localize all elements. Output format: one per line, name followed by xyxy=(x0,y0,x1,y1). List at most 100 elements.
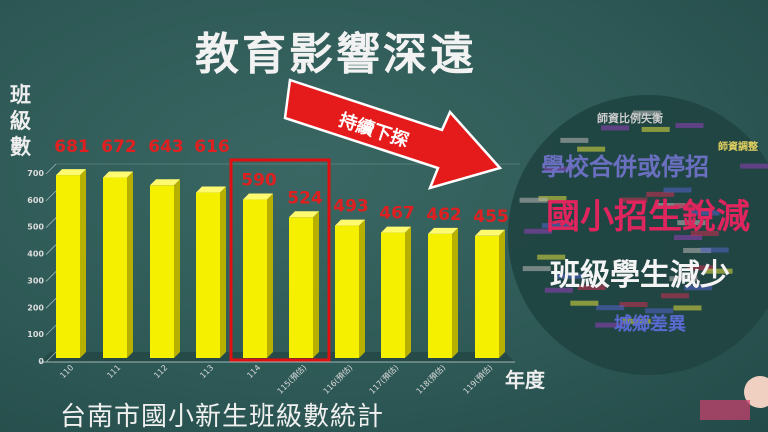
wordcloud-minor-word xyxy=(673,305,702,311)
y-tick-label: 700 xyxy=(27,169,44,178)
wordcloud-minor-word xyxy=(674,203,703,209)
bar-top xyxy=(475,229,505,236)
y-axis-label: 班級數 xyxy=(10,83,31,159)
y-tick-label: 0 xyxy=(38,357,44,366)
wordcloud-minor-word xyxy=(595,322,624,328)
bar-side xyxy=(174,179,180,358)
bar xyxy=(150,185,174,358)
wordcloud-minor-word xyxy=(577,146,606,152)
wordcloud-minor-word xyxy=(740,163,768,169)
wordcloud-minor-word xyxy=(544,287,573,293)
wordcloud-minor-word xyxy=(683,247,712,253)
y-tick-line xyxy=(45,324,57,336)
data-label: 643 xyxy=(148,137,184,157)
wordcloud-minor-word xyxy=(555,273,584,279)
x-tick-label: 113 xyxy=(198,363,215,380)
channel-logo xyxy=(700,400,750,420)
y-tick-line xyxy=(45,271,57,282)
wordcloud-minor-word xyxy=(601,125,630,131)
wordcloud-minor-word xyxy=(577,284,606,290)
bar-top xyxy=(103,171,133,178)
trend-arrow-icon xyxy=(283,78,503,190)
bar-side xyxy=(127,171,133,358)
wordcloud-minor-word xyxy=(544,166,573,172)
x-tick-label: 114 xyxy=(245,363,262,380)
wordcloud-word: 國小招生銳減 xyxy=(546,197,750,237)
wordcloud-minor-word xyxy=(538,196,567,202)
wordcloud-minor-word xyxy=(677,220,706,226)
wordcloud-minor-word xyxy=(660,293,689,299)
wordcloud-minor-word xyxy=(700,247,729,253)
wordcloud-minor-word xyxy=(524,228,553,234)
data-label: 672 xyxy=(101,137,137,157)
wordcloud-minor-word xyxy=(690,230,719,236)
bar xyxy=(381,232,405,358)
x-tick-label: 112 xyxy=(152,363,169,380)
data-label: 524 xyxy=(287,188,323,208)
wordcloud-minor-word xyxy=(663,187,692,193)
data-label: 462 xyxy=(426,205,462,225)
y-tick-label: 200 xyxy=(27,303,44,312)
wordcloud-word: 學校合併或停招 xyxy=(541,153,709,181)
wordcloud-minor-word xyxy=(632,110,661,116)
wordcloud-minor-word xyxy=(675,122,704,128)
wordcloud-minor-word xyxy=(619,197,648,203)
bar xyxy=(428,233,452,358)
wordcloud-minor-word xyxy=(519,197,548,203)
y-tick-label: 600 xyxy=(27,196,44,205)
data-label: 493 xyxy=(333,197,369,217)
wordcloud-minor-word xyxy=(684,285,713,291)
y-tick-label: 500 xyxy=(27,223,44,232)
wordcloud-minor-word xyxy=(645,308,674,314)
data-label: 467 xyxy=(379,204,415,224)
y-tick-line xyxy=(45,244,57,255)
bar xyxy=(475,235,499,358)
bar-top xyxy=(289,211,319,218)
bar-top xyxy=(56,169,86,176)
wordcloud-minor-word xyxy=(674,235,702,240)
bar-side xyxy=(220,186,226,358)
wordcloud-word: 城鄉差異 xyxy=(614,313,686,335)
wordcloud-minor-word xyxy=(657,203,686,209)
mascot-logo xyxy=(744,376,768,408)
x-tick-label: 115(預估) xyxy=(275,362,309,396)
wordcloud-minor-word xyxy=(622,318,651,324)
wordcloud-minor-word xyxy=(619,301,648,307)
wordcloud-minor-word xyxy=(704,268,733,274)
bar-side xyxy=(452,227,458,358)
bar-side xyxy=(405,226,411,358)
bar-top xyxy=(196,186,226,193)
bar xyxy=(335,225,359,358)
wordcloud-minor-word xyxy=(522,266,551,272)
highlight-box xyxy=(229,158,331,362)
wordcloud-minor-word xyxy=(687,265,716,271)
y-tick-line xyxy=(45,190,57,202)
wordcloud-word: 師資比例失衡 xyxy=(597,111,663,125)
wordcloud-minor-word xyxy=(596,305,625,311)
bar-top xyxy=(243,193,273,200)
bar-top xyxy=(150,179,180,186)
wordcloud-word: 班級學生減少 xyxy=(550,258,730,293)
y-tick-line xyxy=(45,217,57,228)
x-tick-label: 117(預估) xyxy=(367,362,401,396)
bar xyxy=(289,217,313,358)
x-tick-label: 119(預估) xyxy=(461,362,495,396)
chart-subtitle: 台南市國小新生班級數統計 xyxy=(60,402,385,432)
bar-top xyxy=(335,219,365,226)
y-tick-label: 300 xyxy=(27,276,44,285)
wordcloud-minor-word xyxy=(570,300,599,306)
wordcloud-minor-word xyxy=(669,276,698,282)
wordcloud-minor-word xyxy=(541,223,570,229)
wordcloud-minor-word xyxy=(537,254,566,260)
bar-side xyxy=(359,219,365,358)
x-tick-label: 118(預估) xyxy=(414,362,448,396)
data-label: 590 xyxy=(241,171,277,191)
wordcloud-minor-word xyxy=(646,191,675,197)
y-tick-label: 400 xyxy=(27,250,44,259)
y-tick-line xyxy=(45,163,57,175)
bar xyxy=(103,177,127,358)
bar-side xyxy=(80,169,86,358)
wordcloud-minor-word xyxy=(641,126,670,132)
wordcloud-minor-word xyxy=(560,137,589,143)
